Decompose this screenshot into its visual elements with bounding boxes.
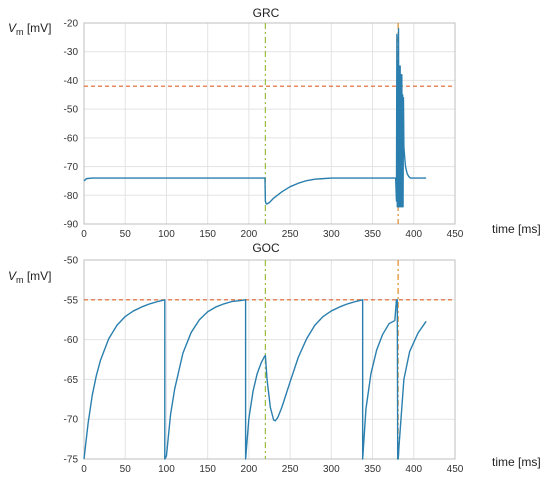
x-tick-label: 200 bbox=[241, 464, 258, 475]
chart-title: GOC bbox=[252, 241, 280, 255]
x-tick-label: 100 bbox=[158, 464, 175, 475]
y-axis-label-unit: [mV] bbox=[24, 269, 52, 283]
y-tick-label: -60 bbox=[64, 133, 79, 144]
reference-lines bbox=[84, 260, 455, 459]
y-tick-label: -30 bbox=[64, 47, 79, 58]
series-line bbox=[83, 28, 427, 208]
x-tick-label: 350 bbox=[364, 229, 381, 240]
y-tick-label: -90 bbox=[64, 220, 79, 231]
chart-title: GRC bbox=[253, 6, 280, 20]
y-axis-label-unit: [mV] bbox=[24, 21, 52, 35]
y-tick-label: -80 bbox=[64, 191, 79, 202]
y-tick-label: -60 bbox=[64, 335, 79, 346]
x-tick-label: 400 bbox=[405, 464, 422, 475]
y-tick-label: -50 bbox=[64, 105, 79, 116]
y-tick-label: -75 bbox=[64, 455, 79, 466]
y-tick-label: -50 bbox=[64, 256, 79, 267]
x-tick-label: 50 bbox=[120, 464, 132, 475]
y-axis-label-sub: m bbox=[16, 275, 24, 285]
x-tick-label: 100 bbox=[158, 229, 175, 240]
y-tick-label: -55 bbox=[64, 295, 79, 306]
x-tick-label: 450 bbox=[447, 229, 464, 240]
x-tick-label: 150 bbox=[199, 229, 216, 240]
panel-grc: GRC Vm [mV] time [ms] 0 50 100 150 200 250 300… bbox=[8, 6, 541, 240]
y-axis-label-var: V bbox=[8, 21, 17, 35]
plot-frame bbox=[83, 22, 456, 225]
x-tick-label: 0 bbox=[81, 464, 87, 475]
x-tick-label: 350 bbox=[364, 464, 381, 475]
x-tick-label: 250 bbox=[282, 229, 299, 240]
x-tick-label: 400 bbox=[405, 229, 422, 240]
grid bbox=[83, 259, 456, 460]
x-tick-label: 250 bbox=[282, 464, 299, 475]
tick-labels: 0 50 100 150 200 250 300 350 400 450 -90 -80 -70 -60 -… bbox=[64, 19, 464, 241]
series-group bbox=[83, 28, 427, 208]
series-group bbox=[83, 299, 427, 460]
plot-frame bbox=[83, 259, 456, 460]
tick-labels: 0 50 100 150 200 250 300 350 400 450 -75 -70 -65 -60 -… bbox=[64, 256, 464, 476]
y-axis-label-var: V bbox=[8, 269, 17, 283]
y-axis-label: Vm [mV] bbox=[8, 21, 52, 37]
x-tick-label: 450 bbox=[447, 464, 464, 475]
x-tick-label: 0 bbox=[81, 229, 87, 240]
x-tick-label: 200 bbox=[241, 229, 258, 240]
y-tick-label: -65 bbox=[64, 375, 79, 386]
y-axis-label: Vm [mV] bbox=[8, 269, 52, 285]
y-axis-label-sub: m bbox=[16, 27, 24, 37]
x-tick-label: 50 bbox=[120, 229, 132, 240]
panel-goc: GOC Vm [mV] time [ms] 0 50 100 150 200 250 300… bbox=[8, 241, 541, 475]
y-tick-label: -40 bbox=[64, 76, 79, 87]
x-tick-label: 150 bbox=[199, 464, 216, 475]
y-tick-label: -70 bbox=[64, 415, 79, 426]
x-axis-label: time [ms] bbox=[492, 222, 541, 236]
x-axis-label: time [ms] bbox=[492, 455, 541, 469]
x-tick-label: 300 bbox=[323, 229, 340, 240]
series-line bbox=[83, 299, 427, 460]
x-tick-label: 300 bbox=[323, 464, 340, 475]
y-tick-label: -70 bbox=[64, 162, 79, 173]
y-tick-label: -20 bbox=[64, 19, 79, 30]
